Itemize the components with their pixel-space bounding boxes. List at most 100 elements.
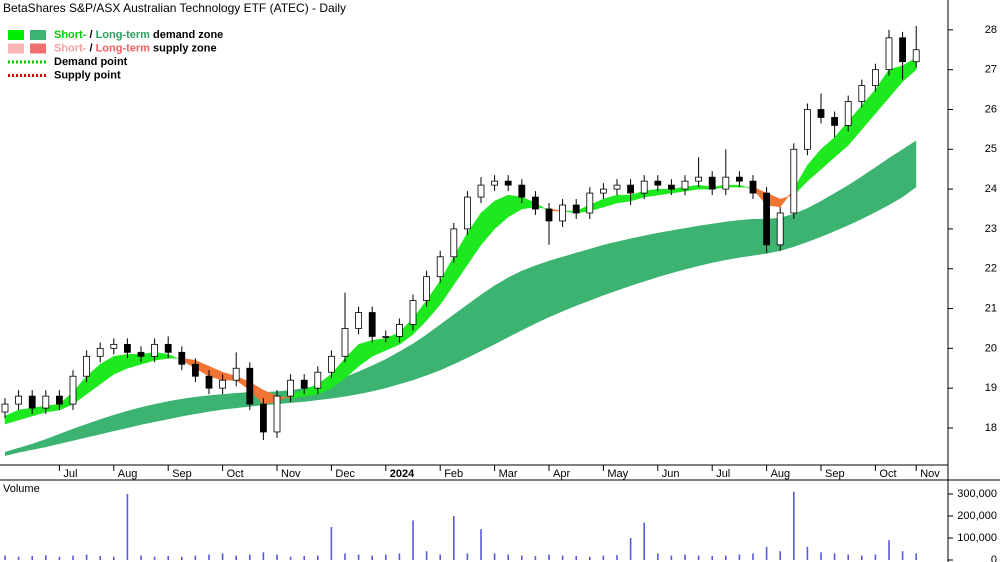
candle-body <box>695 176 702 182</box>
candle-body <box>627 184 634 194</box>
candle-body <box>423 276 431 301</box>
candle-body <box>477 184 485 198</box>
candle-body <box>219 379 227 389</box>
candle-body <box>654 180 662 186</box>
y-tick-label: 24 <box>985 183 997 195</box>
candle-body <box>110 343 118 349</box>
x-tick-label: Sep <box>172 468 192 480</box>
volume-bar <box>167 556 169 560</box>
candle-body <box>96 347 104 357</box>
legend-text: Long-term <box>96 42 151 54</box>
volume-bar <box>4 555 6 560</box>
candle-body <box>491 180 499 186</box>
volume-tick-label: 0 <box>991 554 997 562</box>
candle-body <box>15 395 23 405</box>
zones <box>4 57 917 456</box>
candle-body <box>586 192 594 214</box>
volume-bar <box>833 553 836 560</box>
volume-bar <box>412 520 414 560</box>
y-tick-label: 22 <box>985 263 997 275</box>
candle-body <box>844 101 852 126</box>
volume-bar <box>725 555 727 560</box>
volume-bar <box>126 493 129 560</box>
volume-bar <box>276 554 278 560</box>
candle-body <box>736 176 743 182</box>
candle-body <box>28 395 36 409</box>
y-tick-label: 27 <box>985 64 997 76</box>
candle-body <box>804 109 811 150</box>
candle-body <box>409 300 417 325</box>
legend-text: Long-term <box>96 29 151 41</box>
volume-bar <box>765 546 768 560</box>
legend-label: Short- / Long-term demand zone <box>54 29 223 41</box>
candle-body <box>872 69 879 86</box>
candle-body <box>56 395 63 405</box>
candle-body <box>681 180 689 190</box>
volume-bar <box>589 556 591 560</box>
volume-bar <box>629 537 632 560</box>
volume-bar <box>752 553 754 560</box>
candle-body <box>42 395 50 409</box>
candle-body <box>722 176 730 190</box>
candle-body <box>450 228 458 258</box>
volume-bar <box>847 554 849 560</box>
volume-bar <box>738 554 741 560</box>
volume-bar <box>113 556 115 560</box>
legend-text: Short- <box>54 29 87 41</box>
x-tick-label: 2024 <box>390 468 415 480</box>
legend-swatch <box>30 30 46 40</box>
candle-body <box>559 204 566 222</box>
volume-bar <box>45 555 47 560</box>
volume-bar <box>548 554 550 560</box>
candle-body <box>205 375 213 389</box>
volume-bar <box>17 556 20 560</box>
volume-bar <box>85 554 88 560</box>
volume-bar <box>507 554 509 560</box>
candle-body <box>232 367 240 381</box>
candle-body <box>708 176 716 190</box>
x-tick-label: Dec <box>335 468 355 480</box>
volume-bar <box>874 554 877 560</box>
legend-text: demand zone <box>150 29 223 41</box>
candle-body <box>382 336 390 338</box>
volume-bar <box>72 555 74 560</box>
candle-body <box>314 371 322 389</box>
volume-bar <box>711 556 713 560</box>
y-tick-label: 23 <box>985 223 997 235</box>
x-tick-label: Apr <box>553 468 570 480</box>
volume-bar <box>575 556 577 560</box>
volume-bar <box>194 555 197 560</box>
candle-body <box>327 355 335 373</box>
candle-body <box>763 192 770 246</box>
volume-bar <box>208 554 210 560</box>
volume-bar <box>820 552 822 560</box>
candle-body <box>749 180 757 194</box>
legend-text: / <box>86 42 95 54</box>
candle-body <box>436 256 444 278</box>
long-term-zone <box>5 140 917 456</box>
candle-body <box>668 184 675 190</box>
volume-bar <box>521 555 523 560</box>
x-tick-label: Jun <box>662 468 680 480</box>
candle-body <box>613 184 621 190</box>
volume-bar <box>439 554 441 560</box>
x-tick-label: Feb <box>444 468 463 480</box>
candle-body <box>151 343 159 357</box>
volume-label: Volume <box>3 483 40 495</box>
volume-bar <box>888 540 890 560</box>
candle-body <box>368 312 376 337</box>
legend-text: Short- <box>54 42 87 54</box>
candle-body <box>191 363 199 377</box>
candle-body <box>137 351 145 357</box>
legend-swatch <box>8 30 24 40</box>
volume-bar <box>235 555 237 560</box>
volume-bar <box>303 556 305 560</box>
chart-title: BetaShares S&P/ASX Australian Technology… <box>3 1 346 15</box>
volume-bar <box>58 556 61 560</box>
candle-body <box>463 196 471 230</box>
y-tick-label: 28 <box>985 24 997 36</box>
volume-bar <box>684 554 686 560</box>
